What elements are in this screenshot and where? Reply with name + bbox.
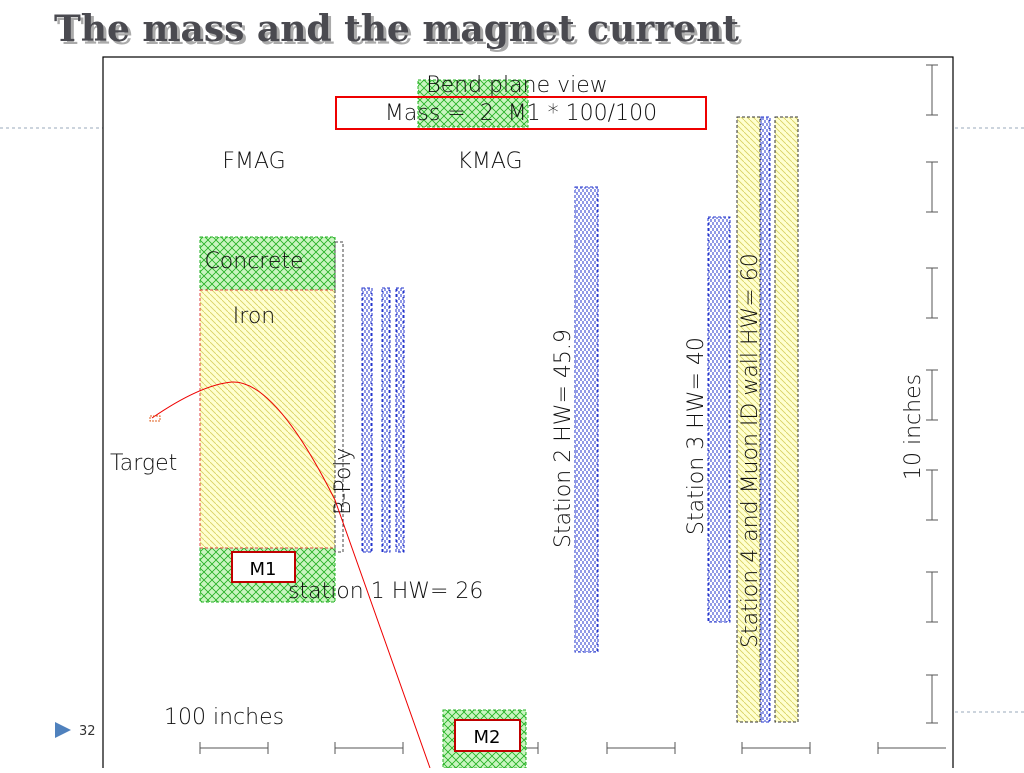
station-1-plane xyxy=(381,287,391,553)
muon-trajectory xyxy=(151,381,431,769)
slide-title: The mass and the magnet current xyxy=(54,8,739,50)
mass-formula: Mass = 2 M1 * 100/100 xyxy=(385,101,657,126)
m1-callout xyxy=(231,551,296,583)
view-title: Bend plane view xyxy=(426,73,608,98)
m2-callout xyxy=(454,719,521,752)
station-4-label: Station 4 and Muon ID wall HW= 60 xyxy=(738,253,763,648)
horizontal-scale xyxy=(199,742,946,754)
station-1-plane xyxy=(361,287,373,553)
magnet-region xyxy=(417,79,529,128)
kmag-label: KMAG xyxy=(457,149,522,174)
highlight-box xyxy=(335,96,707,130)
b-poly-block xyxy=(334,241,344,553)
horizontal-scale-label: 100 inches xyxy=(164,705,284,730)
iron-label: Iron xyxy=(233,304,275,329)
muon-wall xyxy=(736,116,761,723)
muon-wall xyxy=(774,116,799,723)
station-2-label: Station 2 HW= 45.9 xyxy=(551,329,576,548)
b-poly-label: B-Poly xyxy=(331,448,356,515)
title-shadow: The mass and the magnet current xyxy=(57,11,742,53)
station-4-plane xyxy=(760,116,771,723)
station-1-plane xyxy=(395,287,405,553)
vertical-scale xyxy=(926,64,938,724)
concrete-label: Concrete xyxy=(204,249,303,274)
target-marker xyxy=(149,415,161,422)
iron-block xyxy=(199,289,336,549)
m1-label: M1 xyxy=(250,559,277,580)
station-2-plane xyxy=(574,186,599,653)
fmag-label: FMAG xyxy=(222,149,285,174)
station-3-label: Station 3 HW= 40 xyxy=(684,337,709,535)
target-label: Target xyxy=(110,451,177,476)
station-3-plane xyxy=(707,216,731,623)
vertical-scale-label: 10 inches xyxy=(901,374,926,480)
station-1-label: station 1 HW= 26 xyxy=(288,579,483,604)
m2-label: M2 xyxy=(474,727,501,748)
bullet xyxy=(55,722,71,738)
slide-number: 32 xyxy=(79,724,96,739)
